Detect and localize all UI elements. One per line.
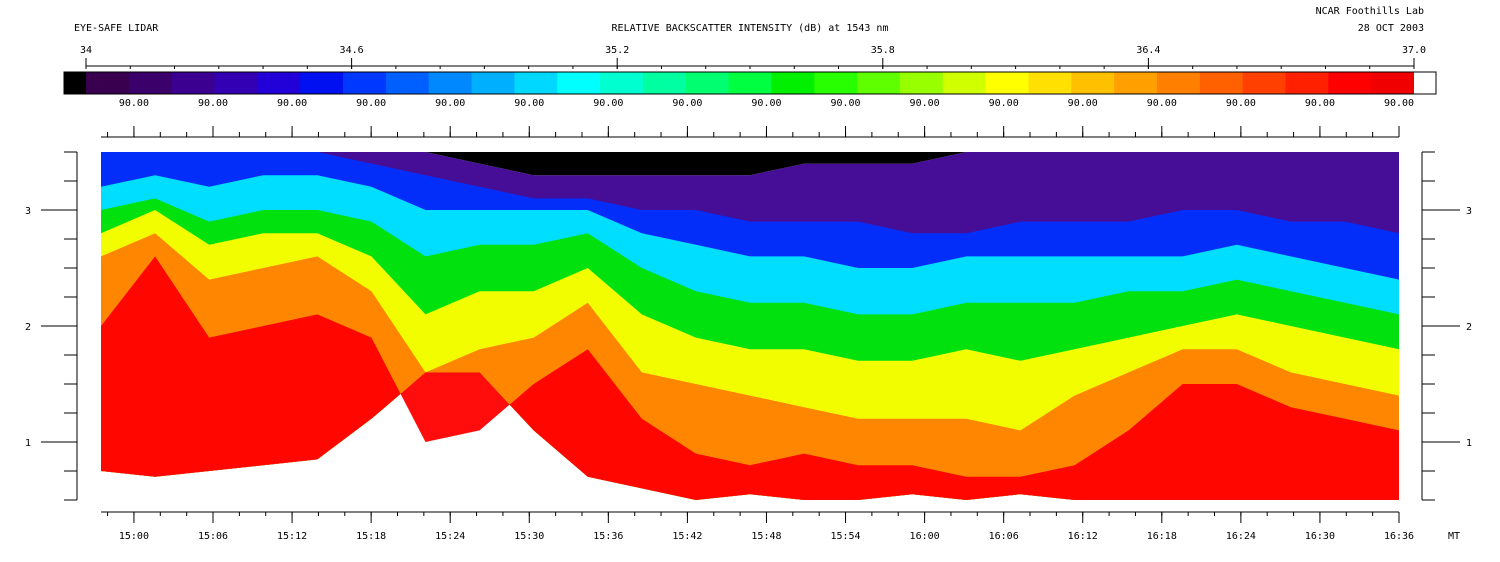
colorbar-swatch: [1328, 72, 1372, 94]
colorbar-swatch: [1371, 72, 1415, 94]
colorbar-swatch: [343, 72, 387, 94]
colorbar-swatch: [1199, 72, 1244, 94]
x-tick-label: 15:48: [751, 531, 781, 542]
colorbar-value-label: 90.00: [830, 98, 860, 109]
colorbar-value-label: 90.00: [1305, 98, 1335, 109]
x-tick-label: 15:06: [198, 531, 228, 542]
x-tick-label: 15:18: [356, 531, 386, 542]
x-tick-label: 16:06: [989, 531, 1019, 542]
colorbar-tick-label: 37.0: [1402, 45, 1426, 56]
colorbar-swatch: [1285, 72, 1329, 94]
colorbar-swatch: [942, 72, 987, 94]
colorbar-swatch: [257, 72, 301, 94]
x-tick-label: 15:00: [119, 531, 149, 542]
x-tick-label: 15:30: [514, 531, 544, 542]
time-axis: 15:00 15:06 15:12 15:18 15:24 15:30 15:36 15:42…: [101, 511, 1460, 542]
colorbar-ticks: 34 34.6 35.2 35.8 36.4 37.0: [80, 45, 1426, 69]
colorbar-swatch: [1071, 72, 1115, 94]
colorbar-swatch: [771, 72, 815, 94]
colorbar-swatch: [128, 72, 173, 94]
y-tick-label-left: 2: [25, 322, 31, 333]
colorbar-over-swatch: [1414, 72, 1436, 94]
colorbar-value-label: 90.00: [989, 98, 1019, 109]
colorbar-swatch: [1114, 72, 1158, 94]
x-tick-label: 16:24: [1226, 531, 1256, 542]
colorbar-swatch: [214, 72, 258, 94]
backscatter-layer-orange: [101, 233, 1399, 500]
colorbar-swatch: [86, 72, 130, 94]
x-tick-label: 16:18: [1147, 531, 1177, 542]
y-tick-label-right: 3: [1466, 206, 1472, 217]
colorbar-value-label: 90.00: [277, 98, 307, 109]
colorbar-swatch: [685, 72, 730, 94]
x-tick-label: 15:24: [435, 531, 465, 542]
colorbar-tick-label: 36.4: [1136, 45, 1160, 56]
x-tick-label: 15:36: [593, 531, 623, 542]
instrument-label: EYE-SAFE LIDAR: [74, 23, 159, 34]
colorbar-tick-label: 35.2: [605, 45, 629, 56]
colorbar-swatch: [300, 72, 344, 94]
colorbar-value-label: 90.00: [1384, 98, 1414, 109]
x-tick-label: 15:42: [672, 531, 702, 542]
colorbar-tick-label: 35.8: [871, 45, 895, 56]
colorbar-value-label: 90.00: [593, 98, 623, 109]
colorbar-tick-label: 34.6: [340, 45, 364, 56]
colorbar-value-label: 90.00: [1068, 98, 1098, 109]
colorbar-value-label: 90.00: [119, 98, 149, 109]
colorbar-swatch: [385, 72, 430, 94]
colorbar: [63, 71, 1437, 95]
colorbar-swatch: [985, 72, 1030, 94]
x-tick-label: 16:12: [1068, 531, 1098, 542]
chart-title: RELATIVE BACKSCATTER INTENSITY (dB) at 1…: [611, 23, 889, 34]
plot-area: [101, 152, 1399, 500]
colorbar-swatch: [514, 72, 558, 94]
date-label: 28 OCT 2003: [1357, 23, 1424, 34]
x-tick-label: 16:00: [910, 531, 940, 542]
colorbar-swatch: [1156, 72, 1201, 94]
colorbar-swatch: [428, 72, 473, 94]
colorbar-swatch: [171, 72, 216, 94]
colorbar-frame: [63, 71, 1437, 95]
x-tick-label: 15:12: [277, 531, 307, 542]
colorbar-value-label: 90.00: [514, 98, 544, 109]
x-axis-label: MT: [1448, 531, 1460, 542]
colorbar-value-label: 90.00: [1226, 98, 1256, 109]
x-tick-label: 16:30: [1305, 531, 1335, 542]
colorbar-under-swatch: [64, 72, 86, 94]
altitude-axes: 1 1 2 2 3 3: [25, 151, 1472, 501]
colorbar-value-label: 90.00: [435, 98, 465, 109]
colorbar-swatch: [1028, 72, 1072, 94]
colorbar-secondary-axis: 90.00 90.00 90.00 90.00 90.00 90.00 90.00 90.00…: [101, 98, 1414, 138]
colorbar-swatch: [557, 72, 601, 94]
y-tick-label-left: 1: [25, 438, 31, 449]
colorbar-value-label: 90.00: [751, 98, 781, 109]
colorbar-value-label: 90.00: [198, 98, 228, 109]
colorbar-value-label: 90.00: [672, 98, 702, 109]
colorbar-swatch: [728, 72, 773, 94]
colorbar-tick-label: 34: [80, 45, 92, 56]
colorbar-swatch: [814, 72, 858, 94]
x-tick-label: 15:54: [830, 531, 860, 542]
colorbar-swatch: [1242, 72, 1287, 94]
y-tick-label-right: 1: [1466, 438, 1472, 449]
colorbar-swatch: [471, 72, 515, 94]
lab-label: NCAR Foothills Lab: [1315, 6, 1424, 17]
colorbar-swatch: [899, 72, 944, 94]
colorbar-swatch: [642, 72, 687, 94]
colorbar-value-label: 90.00: [910, 98, 940, 109]
colorbar-value-label: 90.00: [356, 98, 386, 109]
colorbar-value-label: 90.00: [1147, 98, 1177, 109]
y-tick-label-left: 3: [25, 206, 31, 217]
backscatter-layer-red: [101, 256, 1399, 500]
colorbar-swatch: [600, 72, 644, 94]
x-tick-label: 16:36: [1384, 531, 1414, 542]
colorbar-swatch: [857, 72, 901, 94]
no-signal-region: [101, 152, 1399, 176]
y-tick-label-right: 2: [1466, 322, 1472, 333]
